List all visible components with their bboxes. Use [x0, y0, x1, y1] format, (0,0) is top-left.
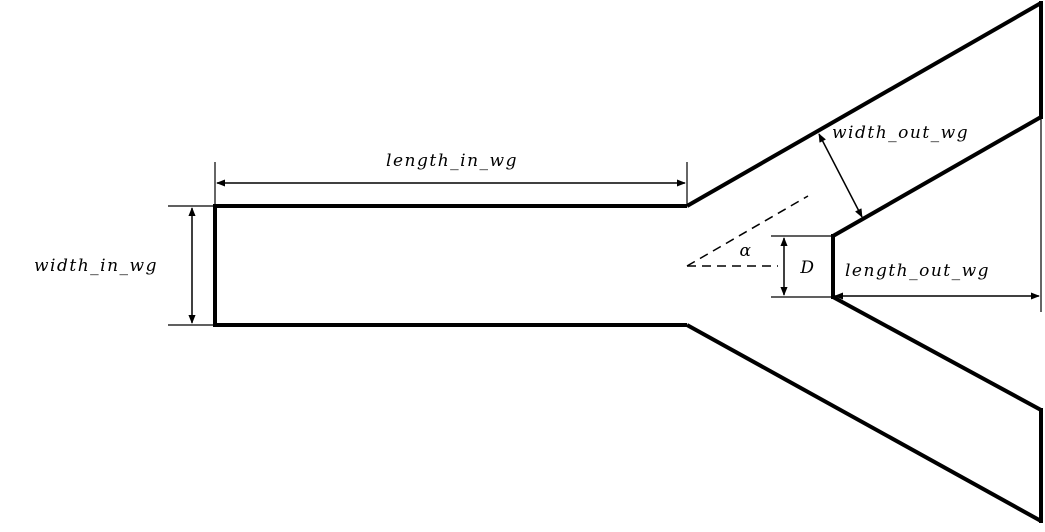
gap-d-label: D: [799, 258, 815, 278]
waveguide-outline: [213, 1, 1043, 523]
lower-arm-inner-edge: [832, 295, 1042, 412]
length-out-wg-label: length_out_wg: [845, 261, 990, 281]
width-out-arrow: [818, 133, 863, 218]
dimension-arrows: [188, 133, 1040, 324]
alpha-label: α: [740, 241, 753, 261]
width-out-wg-label: width_out_wg: [832, 123, 969, 143]
width-in-wg-label: width_in_wg: [34, 256, 158, 276]
lower-arm-outer-edge: [686, 323, 1042, 523]
angle-dashed-upper: [686, 195, 809, 267]
length-in-wg-label: length_in_wg: [386, 151, 518, 171]
helper-lines: [168, 119, 1042, 326]
upper-arm-outer-edge: [686, 1, 1042, 208]
upper-arm-inner-edge: [832, 115, 1042, 238]
angle-lines: [686, 195, 809, 267]
